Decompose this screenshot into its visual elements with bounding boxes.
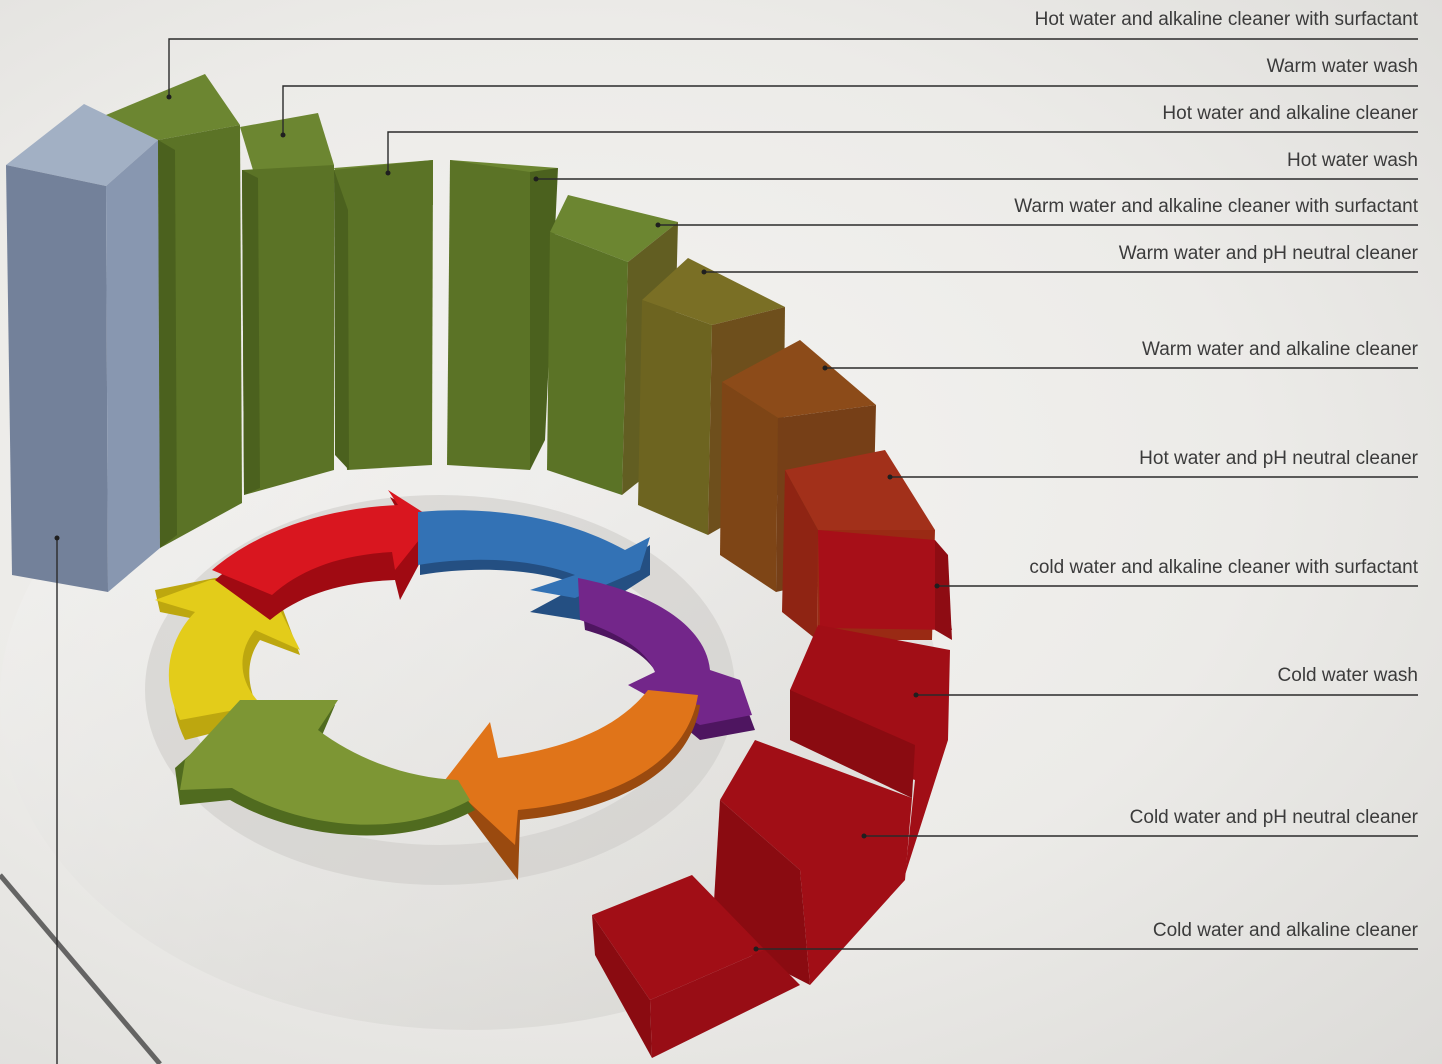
background-stroke — [0, 873, 162, 1064]
label-hot-alkaline-surfactant: Hot water and alkaline cleaner with surf… — [1035, 9, 1419, 30]
bar-green-4 — [447, 160, 558, 470]
arrow-purple — [578, 578, 755, 740]
label-hot-ph-neutral: Hot water and pH neutral cleaner — [1139, 448, 1418, 469]
bar-red-12 — [592, 875, 800, 1058]
label-warm-alkaline-surfactant: Warm water and alkaline cleaner with sur… — [1014, 196, 1418, 217]
leader-dots — [54, 94, 940, 952]
ring-floor-shadow — [0, 370, 940, 1030]
label-cold-alkaline: Cold water and alkaline cleaner — [1153, 920, 1419, 941]
label-cold-alkaline-surfactant: cold water and alkaline cleaner with sur… — [1029, 557, 1418, 578]
label-hot-wash: Hot water wash — [1287, 150, 1418, 171]
arrow-red — [212, 490, 440, 620]
bar-red-10 — [790, 625, 950, 875]
bar-green-2 — [240, 113, 334, 495]
bar-red-9 — [818, 530, 952, 640]
arrow-orange — [445, 690, 700, 880]
bar-green-1 — [106, 74, 242, 548]
label-cold-ph-neutral: Cold water and pH neutral cleaner — [1130, 807, 1419, 828]
arrow-green — [175, 700, 475, 836]
bar-ring — [6, 74, 952, 1058]
label-warm-ph-neutral: Warm water and pH neutral cleaner — [1119, 243, 1419, 264]
bar-green-3 — [334, 160, 433, 470]
leader-line-2 — [387, 131, 1418, 173]
label-hot-alkaline: Hot water and alkaline cleaner — [1162, 103, 1418, 124]
leader-line-0 — [168, 38, 1418, 97]
label-warm-wash: Warm water wash — [1267, 56, 1418, 77]
step-labels: Hot water and alkaline cleaner with surf… — [1014, 9, 1418, 941]
cycle-arrows — [145, 490, 755, 885]
leader-line-1 — [282, 85, 1418, 135]
label-cold-wash: Cold water wash — [1278, 665, 1418, 686]
bar-gray — [6, 104, 160, 592]
leader-lines — [56, 38, 1418, 1064]
label-warm-alkaline: Warm water and alkaline cleaner — [1142, 339, 1419, 360]
